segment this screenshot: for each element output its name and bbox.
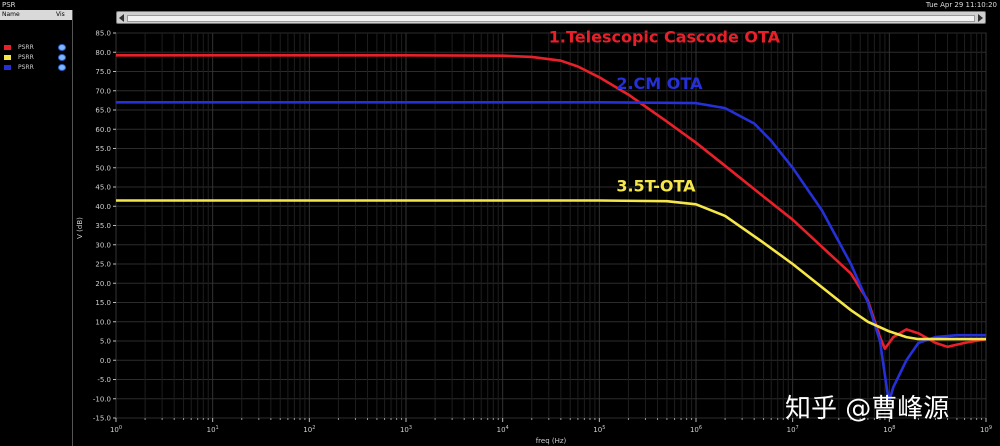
series-line-2	[116, 101, 986, 402]
blue-swatch-icon	[4, 65, 11, 70]
x-tick-label: 102	[303, 425, 315, 434]
series-line-3	[116, 199, 986, 341]
x-tick-label: 107	[787, 425, 799, 434]
y-tick-label: 55.0	[95, 145, 111, 153]
x-tick-label: 106	[690, 425, 702, 434]
y-tick-label: 75.0	[95, 68, 111, 76]
scroll-left-arrow-icon[interactable]	[119, 14, 124, 22]
legend-item-label: PSRR	[18, 54, 34, 61]
y-tick-label: 35.0	[95, 222, 111, 230]
scrollbar-thumb[interactable]	[127, 15, 975, 22]
y-tick-label: -15.0	[93, 415, 111, 423]
y-tick-label: 10.0	[95, 318, 111, 326]
series-annotation-2: 2.CM OTA	[616, 74, 703, 93]
legend-panel: Name Vis PSRR PSRR PSRR	[0, 10, 73, 446]
x-tick-label: 103	[400, 425, 412, 434]
legend-list: PSRR PSRR PSRR	[0, 20, 72, 72]
y-tick-label: 85.0	[95, 30, 111, 38]
timestamp: Tue Apr 29 11:10:20	[925, 1, 997, 9]
series-line-1	[116, 54, 987, 350]
legend-header: Name Vis	[0, 10, 72, 20]
y-tick-label: 5.0	[100, 338, 111, 346]
x-tick-label: 101	[207, 425, 219, 434]
eye-icon[interactable]	[58, 44, 66, 51]
legend-item-label: PSRR	[18, 64, 34, 71]
watermark: 知乎 @曹峰源	[785, 394, 950, 424]
title-bar: PSR Tue Apr 29 11:10:20	[0, 0, 1000, 10]
y-tick-label: -10.0	[93, 395, 111, 403]
series-annotation-3: 3.5T-OTA	[616, 177, 696, 196]
x-tick-label: 104	[497, 425, 509, 434]
y-tick-label: 80.0	[95, 49, 111, 57]
y-tick-label: 70.0	[95, 87, 111, 95]
yellow-swatch-icon	[4, 55, 11, 60]
y-tick-label: -5.0	[97, 376, 111, 384]
y-tick-label: 30.0	[95, 241, 111, 249]
y-tick-label: 20.0	[95, 280, 111, 288]
legend-item-yellow[interactable]: PSRR	[0, 53, 72, 62]
eye-icon[interactable]	[58, 54, 66, 61]
legend-column-name: Name	[2, 11, 20, 18]
grid	[115, 32, 987, 419]
annotations: 1.Telescopic Cascode OTA 2.CM OTA 3.5T-OTA	[549, 28, 781, 196]
y-tick-label: 25.0	[95, 261, 111, 269]
x-tick-label: 108	[883, 425, 895, 434]
horizontal-scrollbar[interactable]	[116, 11, 986, 24]
y-tick-label: 15.0	[95, 299, 111, 307]
x-tick-label: 100	[110, 425, 122, 434]
scroll-right-arrow-icon[interactable]	[978, 14, 983, 22]
y-axis-title: V (dB)	[76, 217, 84, 239]
y-tick-label: 50.0	[95, 164, 111, 172]
series-annotation-1: 1.Telescopic Cascode OTA	[549, 28, 781, 47]
y-tick-label: 60.0	[95, 126, 111, 134]
x-tick-label: 105	[593, 425, 605, 434]
y-tick-label: 40.0	[95, 203, 111, 211]
y-tick-label: 65.0	[95, 107, 111, 115]
axes: 85.0 80.0 75.0 70.0 65.0 60.0 55.0 50.0 45.0 40.0…	[93, 30, 992, 435]
window-title: PSR	[2, 1, 16, 9]
series-lines	[116, 54, 987, 402]
legend-item-red[interactable]: PSRR	[0, 43, 72, 52]
y-tick-label: 0.0	[100, 357, 111, 365]
y-tick-label: 45.0	[95, 184, 111, 192]
legend-column-vis: Vis	[56, 11, 65, 18]
legend-item-label: PSRR	[18, 44, 34, 51]
x-tick-label: 109	[980, 425, 992, 434]
legend-item-blue[interactable]: PSRR	[0, 63, 72, 72]
x-axis-title: freq (Hz)	[536, 437, 567, 445]
eye-icon[interactable]	[58, 64, 66, 71]
red-swatch-icon	[4, 45, 11, 50]
